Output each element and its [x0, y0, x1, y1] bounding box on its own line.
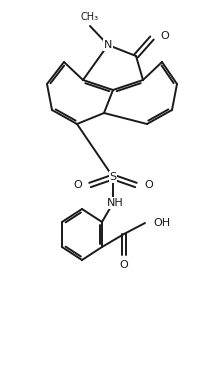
- Text: O: O: [144, 180, 153, 190]
- Text: S: S: [110, 172, 117, 182]
- Text: O: O: [120, 260, 128, 270]
- Text: CH₃: CH₃: [81, 12, 99, 22]
- Text: OH: OH: [153, 218, 170, 228]
- Text: N: N: [104, 40, 112, 50]
- Text: O: O: [160, 31, 169, 41]
- Text: NH: NH: [107, 198, 123, 208]
- Text: O: O: [73, 180, 82, 190]
